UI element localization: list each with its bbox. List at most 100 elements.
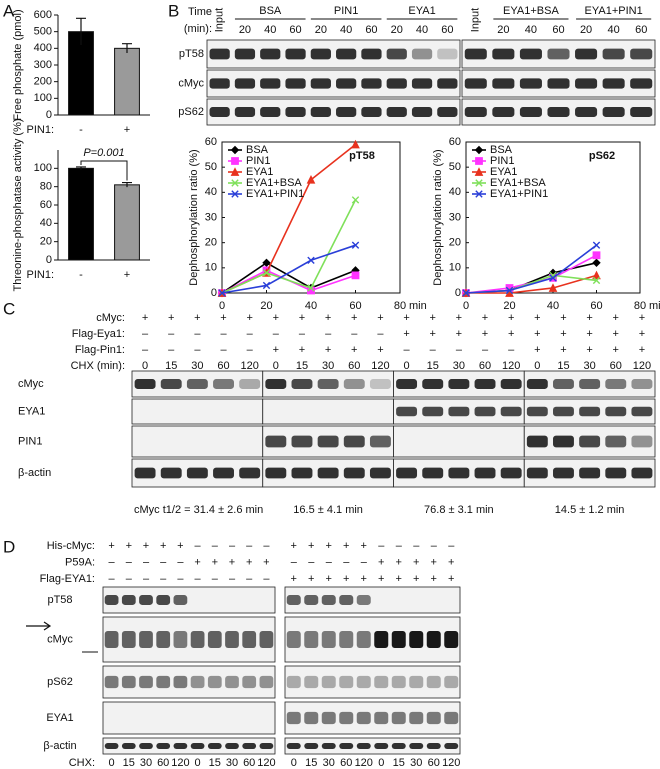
band xyxy=(339,630,354,649)
band xyxy=(265,467,287,479)
condition-value: + xyxy=(326,573,332,585)
y-axis-label: Free phosphate (pmol) xyxy=(12,9,24,120)
band xyxy=(631,379,653,389)
y-tick-label: 10 xyxy=(449,262,461,274)
condition-value: + xyxy=(246,312,252,324)
condition-value: – xyxy=(378,540,385,552)
condition-value: – xyxy=(482,344,489,356)
band xyxy=(444,711,459,725)
condition-value: – xyxy=(160,556,167,568)
condition-value: – xyxy=(299,328,306,340)
condition-value: – xyxy=(195,573,202,585)
band xyxy=(605,467,627,479)
condition-value: + xyxy=(586,312,592,324)
condition-value: + xyxy=(326,540,332,552)
band xyxy=(409,675,424,689)
band xyxy=(242,675,257,689)
y-tick-label: 80 xyxy=(40,181,52,193)
condition-value: + xyxy=(351,312,357,324)
marker xyxy=(262,269,271,277)
condition-value: + xyxy=(396,556,402,568)
condition-value: + xyxy=(508,312,514,324)
band xyxy=(291,435,313,448)
y-tick-label: 100 xyxy=(34,92,52,104)
band xyxy=(139,675,153,689)
y-tick-label: 60 xyxy=(449,136,461,148)
condition-value: – xyxy=(194,328,201,340)
condition-value: + xyxy=(291,540,297,552)
marker xyxy=(307,256,315,264)
condition-value: 30 xyxy=(410,757,422,769)
band xyxy=(190,675,205,689)
x-tick-label: 0 xyxy=(463,300,469,312)
condition-value: 60 xyxy=(610,360,622,372)
significance-bracket xyxy=(80,160,128,181)
band xyxy=(134,467,156,479)
condition-value: + xyxy=(343,573,349,585)
band xyxy=(519,48,542,60)
condition-value: + xyxy=(613,312,619,324)
bar xyxy=(68,31,94,116)
marker xyxy=(306,174,316,184)
band xyxy=(448,406,470,417)
band xyxy=(369,467,391,479)
row-label: β-actin xyxy=(43,740,76,752)
band xyxy=(234,107,256,117)
row-label: pT58 xyxy=(179,48,204,60)
condition-value: 30 xyxy=(322,360,334,372)
error-bar xyxy=(122,181,132,188)
band xyxy=(553,379,574,389)
bar xyxy=(114,184,140,261)
band xyxy=(291,467,313,479)
panel-label: B xyxy=(168,1,179,20)
condition-value: – xyxy=(126,573,133,585)
x-tick-label: 60 xyxy=(590,300,602,312)
condition-value: – xyxy=(377,328,384,340)
condition-value: 120 xyxy=(355,757,373,769)
band xyxy=(579,406,601,417)
band xyxy=(631,467,653,479)
band xyxy=(602,78,625,89)
band xyxy=(386,107,407,117)
band xyxy=(500,467,522,479)
condition-value: 0 xyxy=(378,757,384,769)
marker xyxy=(592,276,601,285)
condition-value: – xyxy=(308,556,315,568)
legend-label: PIN1 xyxy=(246,155,270,167)
group-label: EYA1+BSA xyxy=(503,5,559,17)
condition-value: – xyxy=(212,540,219,552)
band xyxy=(464,48,487,60)
y-tick-label: 40 xyxy=(449,186,461,198)
band xyxy=(321,675,336,689)
condition-value: + xyxy=(299,344,305,356)
band xyxy=(492,78,515,89)
x-tick-label: 40 xyxy=(547,300,559,312)
bar xyxy=(68,167,94,261)
band xyxy=(156,675,171,689)
band xyxy=(343,379,365,389)
band xyxy=(209,107,230,117)
half-life: 14.5 ± 1.2 min xyxy=(555,504,625,516)
band xyxy=(134,379,156,389)
band xyxy=(474,406,496,417)
x-tick-label: - xyxy=(79,124,83,136)
band xyxy=(321,630,336,649)
condition-value: 15 xyxy=(427,360,439,372)
condition-label: CHX (min): xyxy=(71,360,125,372)
time-label: 40 xyxy=(264,24,276,36)
condition-value: + xyxy=(194,556,200,568)
band xyxy=(260,48,281,60)
band xyxy=(291,379,313,389)
band xyxy=(579,379,601,389)
band xyxy=(605,379,627,389)
condition-value: – xyxy=(361,556,368,568)
band xyxy=(139,742,153,750)
marker xyxy=(475,190,483,198)
band xyxy=(411,78,433,89)
condition-value: – xyxy=(326,556,333,568)
band xyxy=(104,675,119,689)
band xyxy=(356,630,371,649)
condition-value: 15 xyxy=(123,757,135,769)
marker xyxy=(351,241,360,249)
row-label: pT58 xyxy=(47,594,72,606)
